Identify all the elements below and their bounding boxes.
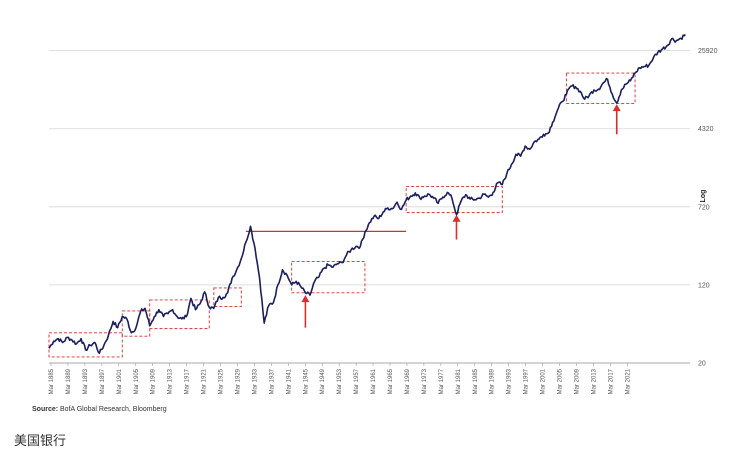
x-tick-label: Mar 1993 [507, 368, 513, 394]
x-tick-label: Mar 1933 [252, 368, 258, 394]
x-tick-label: Mar 1909 [151, 368, 157, 394]
arrow-head [301, 295, 310, 303]
x-tick-label: Mar 1969 [405, 368, 411, 394]
x-tick-label: Mar 1985 [473, 368, 479, 394]
series-layer [48, 33, 686, 355]
x-tick-label: Mar 1945 [303, 368, 309, 394]
x-tick-label: Mar 2009 [574, 368, 580, 394]
x-tick-label: Mar 1921 [202, 368, 208, 394]
consolidation-box [149, 299, 210, 330]
x-tick-label: Mar 1885 [49, 368, 55, 394]
source-note: Source: BofA Global Research, Bloomberg [32, 406, 167, 413]
x-tick-label: Mar 1901 [117, 368, 123, 394]
y-tick-label: 4320 [698, 126, 714, 133]
y-tick-label: 120 [698, 282, 710, 289]
y-tick-label: 20 [698, 361, 706, 368]
x-tick-label: Mar 1973 [422, 368, 428, 394]
y-tick-label: 25920 [698, 48, 718, 55]
x-tick-label: Mar 1917 [185, 368, 191, 394]
annotations [48, 72, 636, 358]
x-tick-label: Mar 1977 [439, 368, 445, 394]
consolidation-box [48, 332, 123, 358]
x-tick-label: Mar 1905 [134, 368, 140, 394]
x-tick-label: Mar 1889 [66, 368, 72, 394]
consolidation-box [121, 310, 151, 337]
x-tick-label: Mar 1957 [354, 368, 360, 394]
y-tick-labels: 20 120 720 4320 25920 [698, 48, 718, 367]
x-tick-label: Mar 1897 [100, 368, 106, 394]
x-tick-label: Mar 1953 [337, 368, 343, 394]
arrow-head [612, 104, 621, 112]
x-tick-label: Mar 1961 [371, 368, 377, 394]
x-tick-label: Mar 1949 [320, 368, 326, 394]
x-tick-label: Mar 1929 [235, 368, 241, 394]
x-tick-label: Mar 1981 [456, 368, 462, 394]
x-tick-label: Mar 1989 [490, 368, 496, 394]
x-tick-label: Mar 1941 [286, 368, 292, 394]
x-tick-label: Mar 1913 [168, 368, 174, 394]
x-tick-label: Mar 1925 [219, 368, 225, 394]
source-label: Source: [32, 406, 59, 413]
x-tick-label: Mar 1937 [269, 368, 275, 394]
y-axis-label: Log [700, 190, 707, 203]
x-tick-label: Mar 1997 [524, 368, 530, 394]
x-tick-label: Mar 2021 [625, 368, 631, 394]
gridlines [49, 50, 690, 364]
x-tick-labels: Mar 1885 Mar 1889 Mar 1893 Mar 1897 Mar 1901… [49, 363, 631, 394]
caption: 美国银行 [14, 434, 67, 449]
consolidation-box [291, 261, 366, 294]
x-tick-label: Mar 2017 [608, 368, 614, 394]
y-tick-label: 720 [698, 204, 710, 211]
x-tick-label: Mar 2005 [558, 368, 564, 394]
x-tick-label: Mar 1893 [83, 368, 89, 394]
x-tick-label: Mar 2013 [591, 368, 597, 394]
source-text: BofA Global Research, Bloomberg [58, 406, 167, 413]
consolidation-box [213, 287, 242, 308]
arrow-head [452, 214, 461, 222]
x-tick-label: Mar 1965 [388, 368, 394, 394]
x-tick-label: Mar 2001 [541, 368, 547, 394]
index-line [48, 33, 686, 355]
